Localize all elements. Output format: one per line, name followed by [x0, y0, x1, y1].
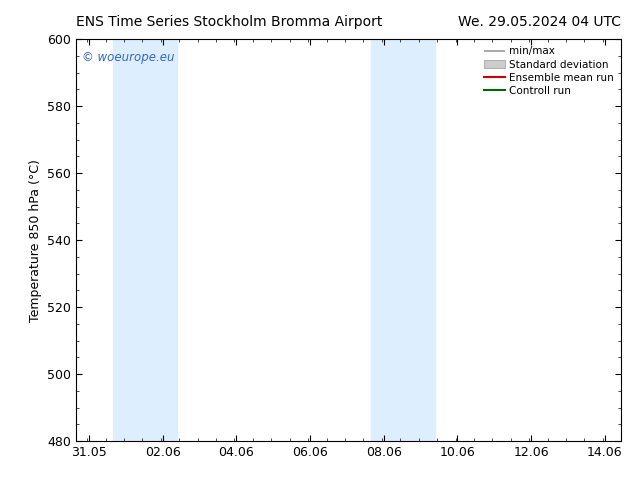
Bar — [371, 39, 436, 441]
Text: © woeurope.eu: © woeurope.eu — [82, 51, 174, 64]
Text: We. 29.05.2024 04 UTC: We. 29.05.2024 04 UTC — [458, 15, 621, 29]
Legend: min/max, Standard deviation, Ensemble mean run, Controll run: min/max, Standard deviation, Ensemble me… — [482, 45, 616, 98]
Bar — [113, 39, 178, 441]
Text: ENS Time Series Stockholm Bromma Airport: ENS Time Series Stockholm Bromma Airport — [76, 15, 382, 29]
Y-axis label: Temperature 850 hPa (°C): Temperature 850 hPa (°C) — [29, 159, 42, 321]
